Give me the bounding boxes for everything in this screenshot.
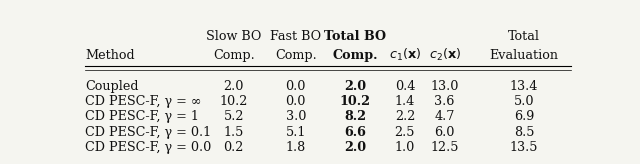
- Text: CD PESC-F, γ = 0.0: CD PESC-F, γ = 0.0: [85, 141, 211, 154]
- Text: 6.6: 6.6: [344, 126, 366, 139]
- Text: 0.0: 0.0: [285, 95, 306, 108]
- Text: $c_1(\mathbf{x})$: $c_1(\mathbf{x})$: [389, 47, 421, 63]
- Text: 1.4: 1.4: [395, 95, 415, 108]
- Text: Method: Method: [85, 49, 134, 62]
- Text: 3.0: 3.0: [285, 110, 306, 123]
- Text: 2.5: 2.5: [395, 126, 415, 139]
- Text: 2.0: 2.0: [344, 80, 366, 93]
- Text: Coupled: Coupled: [85, 80, 138, 93]
- Text: 5.1: 5.1: [285, 126, 306, 139]
- Text: 13.4: 13.4: [509, 80, 538, 93]
- Text: 12.5: 12.5: [430, 141, 459, 154]
- Text: Slow BO: Slow BO: [206, 30, 262, 43]
- Text: 13.0: 13.0: [430, 80, 459, 93]
- Text: Total BO: Total BO: [324, 30, 387, 43]
- Text: $c_2(\mathbf{x})$: $c_2(\mathbf{x})$: [429, 47, 461, 63]
- Text: 2.0: 2.0: [344, 141, 366, 154]
- Text: 1.8: 1.8: [285, 141, 306, 154]
- Text: 8.2: 8.2: [344, 110, 366, 123]
- Text: 1.5: 1.5: [223, 126, 244, 139]
- Text: 4.7: 4.7: [435, 110, 455, 123]
- Text: CD PESC-F, γ = 1: CD PESC-F, γ = 1: [85, 110, 199, 123]
- Text: 8.5: 8.5: [514, 126, 534, 139]
- Text: 13.5: 13.5: [509, 141, 538, 154]
- Text: 5.0: 5.0: [514, 95, 534, 108]
- Text: Comp.: Comp.: [213, 49, 255, 62]
- Text: 5.2: 5.2: [223, 110, 244, 123]
- Text: CD PESC-F, γ = ∞: CD PESC-F, γ = ∞: [85, 95, 202, 108]
- Text: Comp.: Comp.: [275, 49, 317, 62]
- Text: 3.6: 3.6: [435, 95, 455, 108]
- Text: CD PESC-F, γ = 0.1: CD PESC-F, γ = 0.1: [85, 126, 211, 139]
- Text: 10.2: 10.2: [340, 95, 371, 108]
- Text: Comp.: Comp.: [333, 49, 378, 62]
- Text: 0.4: 0.4: [395, 80, 415, 93]
- Text: 6.0: 6.0: [435, 126, 455, 139]
- Text: 2.0: 2.0: [223, 80, 244, 93]
- Text: 10.2: 10.2: [220, 95, 248, 108]
- Text: Total: Total: [508, 30, 540, 43]
- Text: Fast BO: Fast BO: [270, 30, 321, 43]
- Text: 0.2: 0.2: [223, 141, 244, 154]
- Text: Evaluation: Evaluation: [490, 49, 559, 62]
- Text: 0.0: 0.0: [285, 80, 306, 93]
- Text: 1.0: 1.0: [395, 141, 415, 154]
- Text: 6.9: 6.9: [514, 110, 534, 123]
- Text: 2.2: 2.2: [395, 110, 415, 123]
